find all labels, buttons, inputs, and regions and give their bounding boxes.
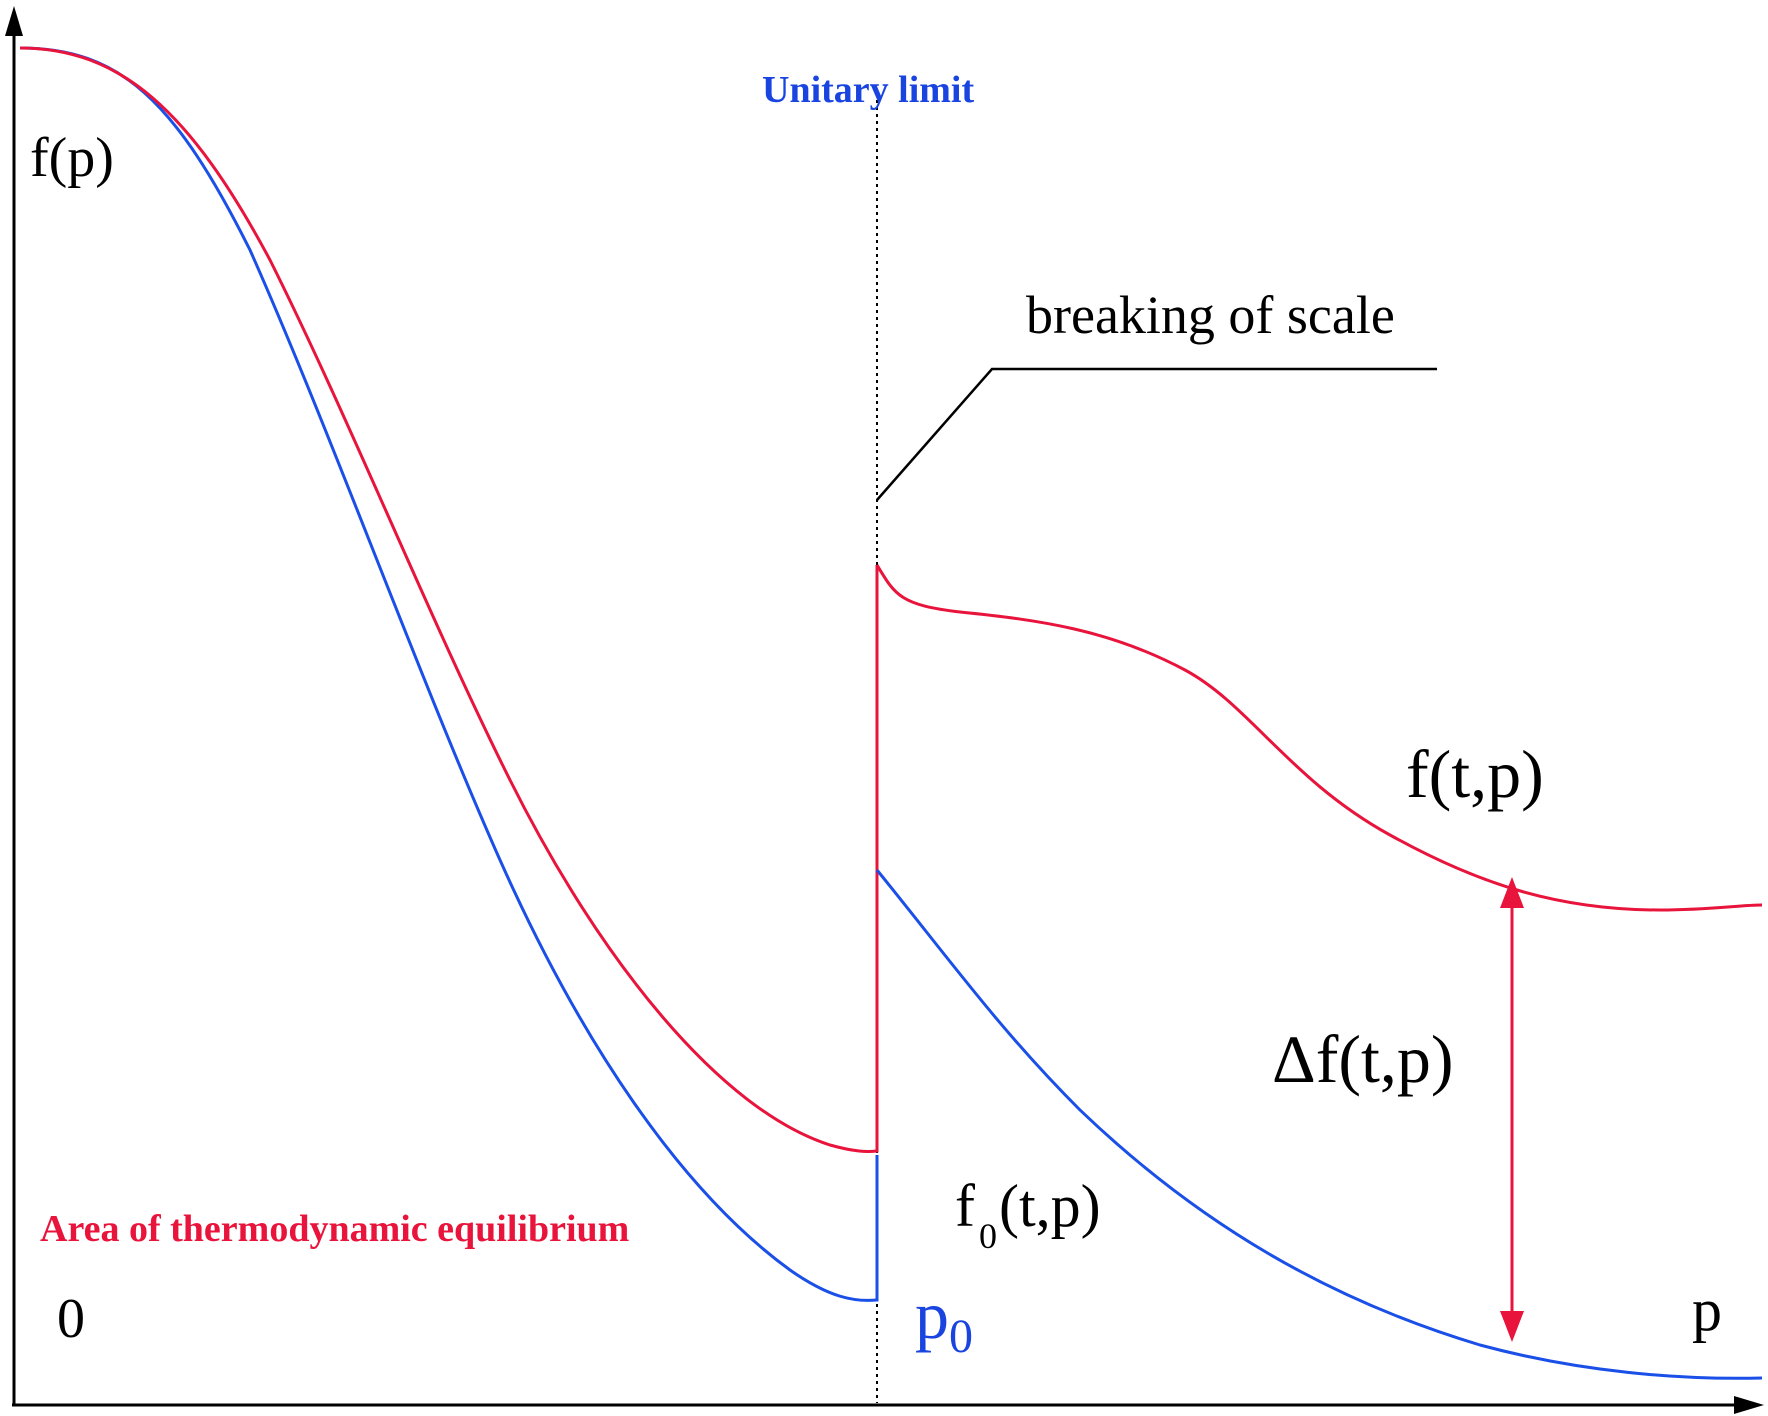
delta-f-arrowhead-top	[1500, 877, 1524, 908]
f0-curve-right	[875, 869, 1763, 1380]
delta-f-label: Δf(t,p)	[1272, 1021, 1454, 1097]
f0-label: f 0(t,p)	[955, 1173, 1101, 1256]
f-curve-right	[875, 564, 1763, 912]
y-axis-arrowhead	[5, 6, 23, 36]
f0-curve-left	[19, 46, 879, 1302]
origin-label: 0	[57, 1288, 85, 1350]
delta-f-arrowhead-bottom	[1500, 1311, 1524, 1342]
unitary-limit-label: Unitary limit	[762, 69, 974, 111]
p0-label: p0	[915, 1277, 973, 1363]
f-tp-label: f(t,p)	[1406, 736, 1544, 812]
x-axis-arrowhead	[1734, 1396, 1764, 1414]
x-axis-label: p	[1692, 1277, 1722, 1343]
breaking-of-scale-leader	[876, 367, 1437, 501]
equilibrium-label: Area of thermodynamic equilibrium	[40, 1208, 629, 1250]
breaking-of-scale-label: breaking of scale	[1026, 285, 1395, 345]
f-curve-left	[19, 46, 879, 1153]
y-axis-label: f(p)	[30, 127, 114, 189]
